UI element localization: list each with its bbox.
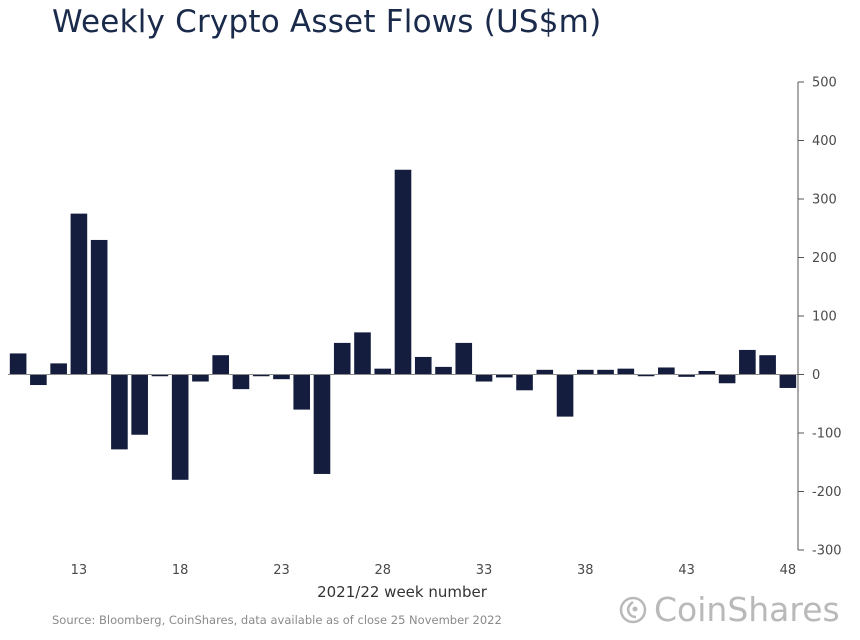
x-axis: 13 18 23 28 33 38 43 48 bbox=[71, 563, 797, 578]
bar-week-46 bbox=[739, 349, 756, 375]
bar-week-19 bbox=[192, 374, 209, 382]
bar-week-44 bbox=[698, 370, 716, 375]
logo-text: CoinShares bbox=[654, 590, 840, 629]
bar-week-36 bbox=[536, 369, 554, 375]
x-tick-label: 13 bbox=[71, 563, 88, 578]
x-tick-label: 23 bbox=[273, 563, 290, 578]
bar-week-17 bbox=[151, 374, 169, 377]
x-tick-label: 18 bbox=[172, 563, 189, 578]
bar-week-42 bbox=[658, 367, 675, 375]
bar-week-14 bbox=[90, 239, 108, 375]
bar-week-30 bbox=[414, 356, 432, 375]
bar-week-33 bbox=[475, 374, 493, 382]
bar-week-43 bbox=[678, 374, 695, 377]
y-tick-label: 500 bbox=[812, 76, 837, 91]
coinshares-logo: CoinShares bbox=[618, 590, 840, 629]
bar-week-41 bbox=[637, 374, 655, 377]
bar-week-10 bbox=[9, 353, 27, 375]
y-tick-label: -100 bbox=[812, 427, 842, 442]
bar-week-12 bbox=[50, 363, 67, 375]
bar-week-45 bbox=[718, 374, 736, 384]
y-tick-label: 0 bbox=[812, 368, 820, 383]
y-tick-label: 300 bbox=[812, 193, 837, 208]
bar-week-26 bbox=[333, 342, 351, 375]
x-tick-label: 33 bbox=[476, 563, 493, 578]
bar-week-29 bbox=[394, 169, 412, 375]
bar-week-21 bbox=[232, 374, 250, 390]
bar-week-31 bbox=[435, 366, 452, 375]
y-tick-label: 200 bbox=[812, 251, 837, 266]
y-tick-label: 400 bbox=[812, 134, 837, 149]
bar-week-37 bbox=[556, 374, 574, 417]
bar-week-20 bbox=[212, 355, 229, 375]
y-tick-label: -200 bbox=[812, 485, 842, 500]
bar-week-15 bbox=[111, 374, 128, 450]
bar-week-11 bbox=[30, 374, 47, 386]
x-axis-title: 2021/22 week number bbox=[317, 583, 488, 601]
bar-week-32 bbox=[455, 342, 473, 375]
bar-week-24 bbox=[293, 374, 311, 410]
chart-title: Weekly Crypto Asset Flows (US$m) bbox=[52, 4, 602, 40]
bar-week-18 bbox=[171, 374, 189, 480]
coinshares-logo-icon bbox=[619, 596, 647, 623]
bar-week-40 bbox=[617, 368, 635, 375]
bar-week-27 bbox=[354, 332, 371, 375]
y-tick-label: -300 bbox=[812, 544, 842, 559]
bar-week-16 bbox=[131, 374, 148, 435]
bar-week-48 bbox=[779, 374, 797, 388]
bar-week-25 bbox=[313, 374, 331, 474]
y-tick-label: 100 bbox=[812, 310, 837, 325]
source-note: Source: Bloomberg, CoinShares, data avai… bbox=[52, 613, 502, 627]
bar-week-23 bbox=[273, 374, 290, 380]
bar-week-28 bbox=[374, 368, 392, 375]
bar-week-38 bbox=[577, 369, 594, 375]
bar-week-22 bbox=[252, 374, 270, 377]
x-tick-label: 48 bbox=[780, 563, 797, 578]
bar-week-47 bbox=[759, 355, 776, 375]
x-tick-label: 28 bbox=[374, 563, 391, 578]
bar-week-34 bbox=[495, 374, 513, 378]
bar-week-39 bbox=[597, 369, 614, 375]
bars-group bbox=[9, 169, 797, 480]
y-axis: 500 400 300 200 100 0 -100 -200 -300 bbox=[797, 76, 842, 559]
x-tick-label: 38 bbox=[577, 563, 594, 578]
bar-week-35 bbox=[516, 374, 533, 391]
bar-week-13 bbox=[70, 213, 88, 375]
x-tick-label: 43 bbox=[678, 563, 695, 578]
